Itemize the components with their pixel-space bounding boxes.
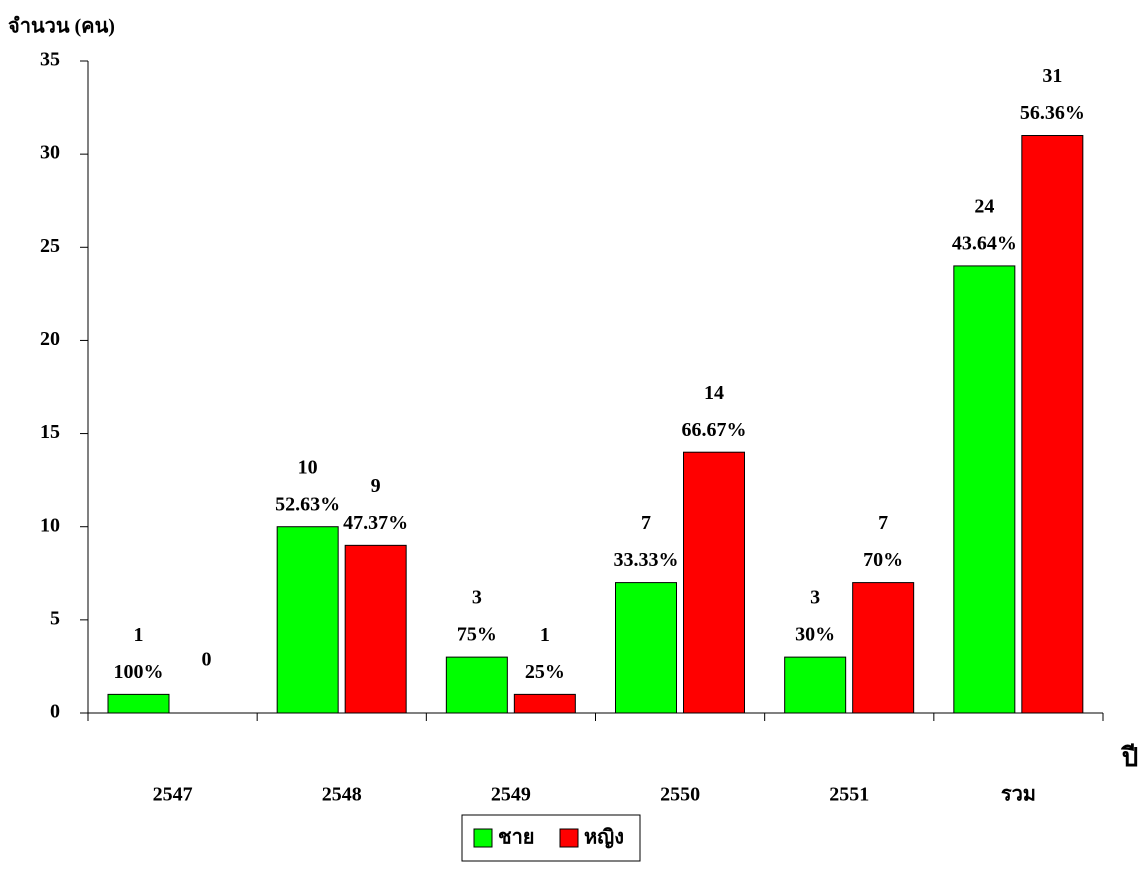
value-label: 1 — [540, 624, 550, 646]
y-axis-title: จำนวน (คน) — [8, 16, 115, 38]
percent-label: 75% — [457, 624, 497, 646]
x-axis-title: ปี — [1121, 743, 1139, 772]
y-tick-label: 15 — [40, 421, 60, 443]
percent-label: 70% — [863, 549, 903, 571]
percent-label: 43.64% — [952, 233, 1017, 255]
bar — [784, 656, 847, 714]
bar — [615, 582, 677, 714]
percent-label: 56.36% — [1020, 102, 1085, 124]
x-tick-label: 2550 — [660, 784, 700, 806]
value-label: 0 — [202, 649, 212, 671]
x-tick-label: 2547 — [153, 784, 193, 806]
percent-label: 52.63% — [275, 493, 340, 515]
legend-swatch — [559, 828, 579, 848]
x-tick-label: 2549 — [491, 784, 531, 806]
bar — [513, 693, 576, 714]
bar — [107, 693, 170, 714]
value-label: 3 — [810, 587, 820, 609]
value-label: 31 — [1042, 65, 1062, 87]
x-tick-label: รวม — [1001, 784, 1036, 806]
bar — [276, 526, 339, 714]
y-tick-label: 20 — [40, 328, 60, 350]
legend-swatch — [473, 828, 493, 848]
y-tick-label: 35 — [40, 49, 60, 71]
bar — [445, 656, 508, 714]
legend-label: ชาย — [498, 827, 535, 849]
value-label: 7 — [878, 512, 888, 534]
percent-label: 30% — [795, 624, 835, 646]
y-tick-label: 10 — [40, 514, 60, 536]
y-tick-label: 25 — [40, 235, 60, 257]
bar — [852, 582, 915, 714]
percent-label: 33.33% — [614, 549, 679, 571]
percent-label: 47.37% — [343, 512, 408, 534]
bar — [1021, 135, 1084, 714]
bar — [344, 544, 407, 714]
legend-label: หญิง — [584, 827, 624, 849]
value-label: 9 — [371, 475, 381, 497]
bar — [683, 451, 745, 714]
percent-label: 66.67% — [682, 419, 747, 441]
value-label: 14 — [704, 382, 724, 404]
value-label: 3 — [472, 587, 482, 609]
y-tick-label: 5 — [50, 607, 60, 629]
value-label: 10 — [298, 456, 318, 478]
bar — [953, 265, 1016, 714]
x-tick-label: 2548 — [322, 784, 362, 806]
value-label: 24 — [974, 196, 994, 218]
percent-label: 100% — [114, 661, 164, 683]
value-label: 1 — [134, 624, 144, 646]
y-tick-label: 0 — [50, 701, 60, 723]
percent-label: 25% — [525, 661, 565, 683]
value-label: 7 — [641, 512, 651, 534]
x-tick-label: 2551 — [829, 784, 869, 806]
y-tick-label: 30 — [40, 142, 60, 164]
